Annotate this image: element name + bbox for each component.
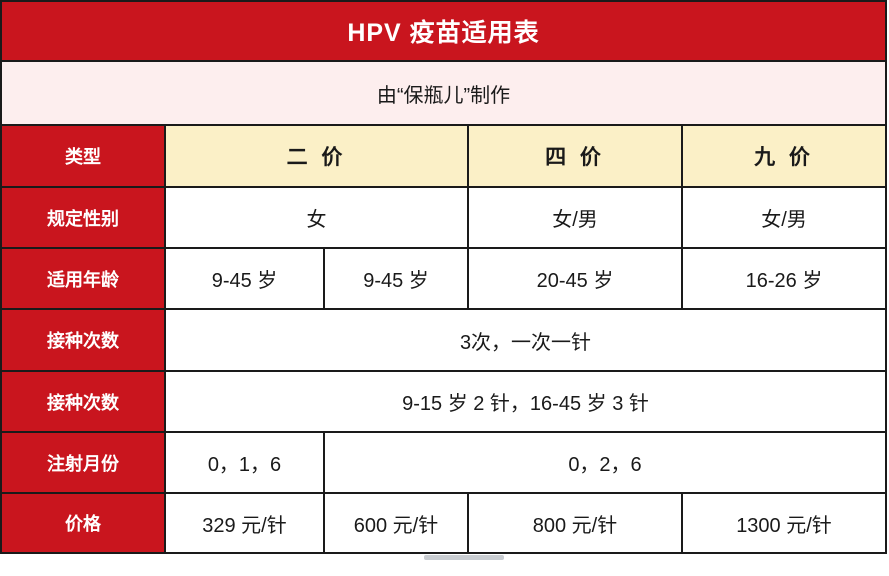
header-bivalent: 二 价	[165, 125, 468, 187]
cell-months-rest: 0，2，6	[324, 432, 886, 493]
cell-price-bivalent-1: 329 元/针	[165, 493, 324, 553]
row-label-doses-1: 接种次数	[1, 309, 165, 371]
bottom-strip	[0, 554, 889, 560]
cell-age-quadrivalent: 20-45 岁	[468, 248, 682, 309]
row-label-doses-2: 接种次数	[1, 371, 165, 432]
header-label-type: 类型	[1, 125, 165, 187]
cell-doses-2: 9-15 岁 2 针，16-45 岁 3 针	[165, 371, 886, 432]
hpv-vaccine-table: HPV 疫苗适用表 由“保瓶儿”制作 类型 二 价 四 价 九 价 规定性别 女…	[0, 0, 887, 554]
cell-gender-quadrivalent: 女/男	[468, 187, 682, 248]
header-quadrivalent: 四 价	[468, 125, 682, 187]
cell-gender-nonavalent: 女/男	[682, 187, 886, 248]
header-nonavalent: 九 价	[682, 125, 886, 187]
scrollbar-thumb[interactable]	[424, 555, 504, 560]
cell-months-bivalent: 0，1，6	[165, 432, 324, 493]
subtitle: 由“保瓶儿”制作	[1, 61, 886, 125]
row-label-age: 适用年龄	[1, 248, 165, 309]
cell-age-bivalent-1: 9-45 岁	[165, 248, 324, 309]
page-title: HPV 疫苗适用表	[1, 1, 886, 61]
cell-price-bivalent-2: 600 元/针	[324, 493, 468, 553]
cell-age-bivalent-2: 9-45 岁	[324, 248, 468, 309]
row-label-gender: 规定性别	[1, 187, 165, 248]
cell-age-nonavalent: 16-26 岁	[682, 248, 886, 309]
row-label-price: 价格	[1, 493, 165, 553]
row-label-months: 注射月份	[1, 432, 165, 493]
cell-gender-bivalent: 女	[165, 187, 468, 248]
cell-doses-1: 3次，一次一针	[165, 309, 886, 371]
cell-price-nonavalent: 1300 元/针	[682, 493, 886, 553]
cell-price-quadrivalent: 800 元/针	[468, 493, 682, 553]
